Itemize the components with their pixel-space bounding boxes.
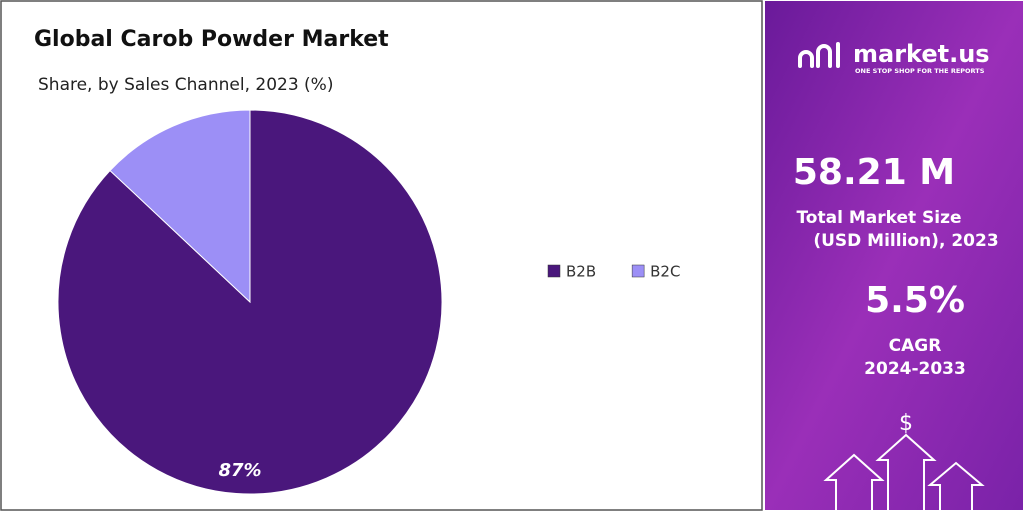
- legend-swatch: [547, 264, 561, 278]
- legend-label: B2B: [566, 263, 596, 281]
- chart-subtitle: Share, by Sales Channel, 2023 (%): [38, 75, 333, 95]
- market-size: 58.21 M: [793, 152, 955, 193]
- cagr-label: 2024-2033: [864, 359, 966, 379]
- brand-name: market.us: [853, 40, 990, 68]
- cagr-label: CAGR: [889, 336, 942, 356]
- market-size-label: (USD Million), 2023: [813, 231, 998, 251]
- legend-label: B2C: [650, 263, 680, 281]
- growth-arrows: $: [823, 411, 985, 510]
- legend-swatch: [631, 264, 645, 278]
- cagr-value: 5.5%: [865, 280, 965, 321]
- chart-title: Global Carob Powder Market: [34, 27, 389, 52]
- brand-icon: [798, 42, 840, 68]
- info-panel: [765, 1, 1023, 510]
- data-label: 87%: [218, 460, 261, 481]
- legend: B2B B2C: [547, 263, 680, 281]
- pie-slice: [109, 109, 251, 304]
- brand-tagline: ONE STOP SHOP FOR THE REPORTS: [855, 67, 985, 75]
- market-size-label: Total Market Size: [796, 208, 961, 228]
- svg-text:$: $: [899, 411, 913, 436]
- pie: 87%: [57, 109, 443, 495]
